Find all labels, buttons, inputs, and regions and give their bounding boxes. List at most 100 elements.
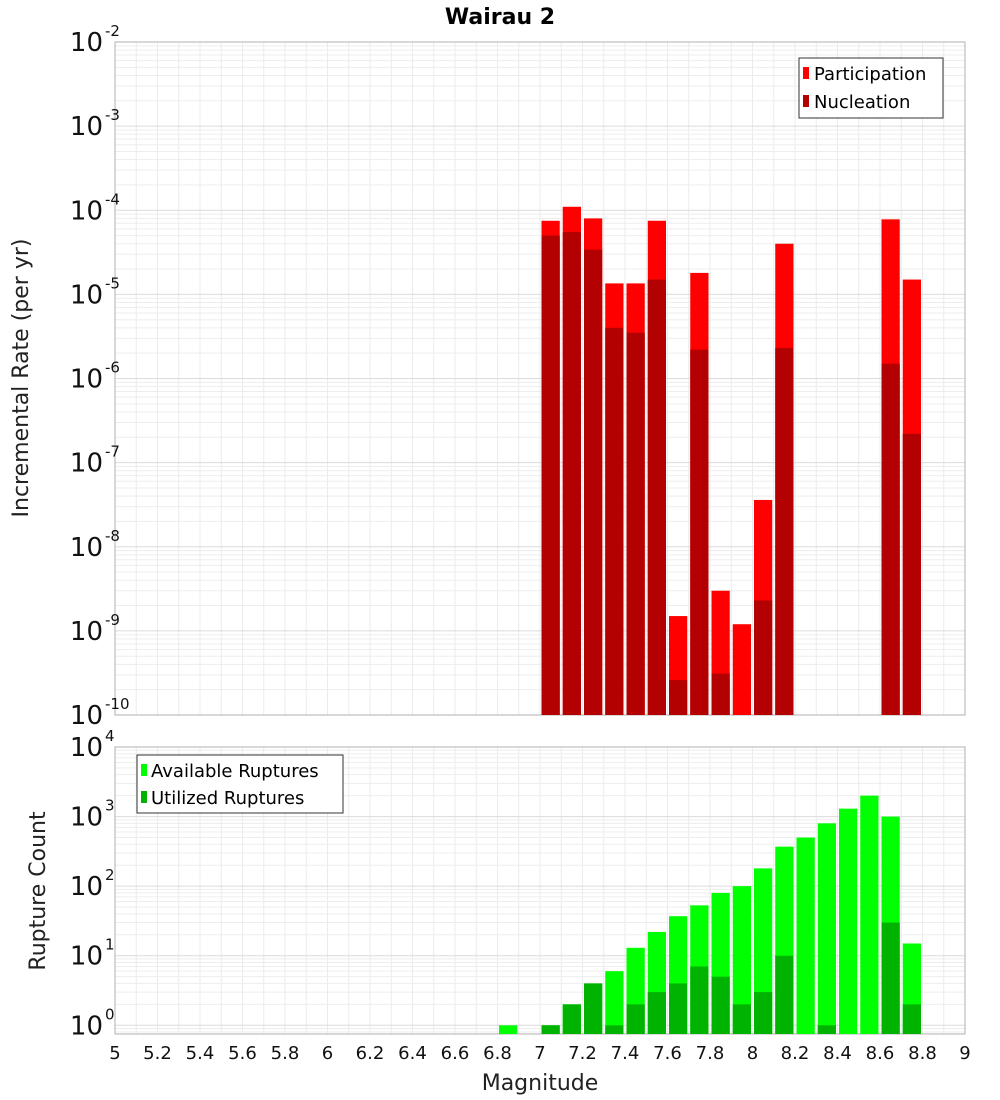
bar-utilized-ruptures bbox=[626, 1004, 645, 1034]
bar-utilized-ruptures bbox=[732, 1004, 751, 1034]
y-tick-exponent: 0 bbox=[105, 1005, 115, 1023]
bottom-plot-frame bbox=[114, 746, 966, 1035]
x-tick-label: 5.2 bbox=[143, 1043, 172, 1064]
legend-label-utilized: Utilized Ruptures bbox=[151, 788, 304, 809]
bar-utilized-ruptures bbox=[584, 983, 603, 1034]
legend-swatch-available bbox=[141, 764, 147, 776]
bar-utilized-ruptures bbox=[775, 955, 794, 1034]
y-tick-exponent: -3 bbox=[105, 106, 120, 124]
x-tick-label: 5.4 bbox=[186, 1043, 215, 1064]
y-tick-label: 10 bbox=[70, 701, 103, 731]
y-tick-label: 10 bbox=[70, 533, 103, 563]
x-tick-label: 8 bbox=[747, 1043, 758, 1064]
bar-available-ruptures bbox=[817, 823, 836, 1034]
y-tick-label: 10 bbox=[70, 1011, 103, 1041]
y-tick-label: 10 bbox=[70, 733, 103, 763]
x-tick-label: 6 bbox=[322, 1043, 333, 1064]
y-tick-label: 10 bbox=[70, 803, 103, 833]
y-tick-exponent: -5 bbox=[105, 274, 120, 292]
bar-nucleation bbox=[775, 348, 794, 715]
bar-nucleation bbox=[626, 332, 645, 715]
x-tick-label: 7.2 bbox=[568, 1043, 597, 1064]
y-tick-exponent: -2 bbox=[105, 22, 120, 40]
bar-nucleation bbox=[754, 600, 773, 715]
y-tick-label: 10 bbox=[70, 449, 103, 479]
bar-nucleation bbox=[605, 327, 624, 715]
y-tick-exponent: 3 bbox=[105, 797, 115, 815]
x-tick-label: 6.6 bbox=[441, 1043, 470, 1064]
x-tick-label: 8.4 bbox=[823, 1043, 852, 1064]
bar-utilized-ruptures bbox=[902, 1004, 921, 1034]
y-tick-exponent: -6 bbox=[105, 359, 120, 377]
y-tick-label: 10 bbox=[70, 196, 103, 226]
bar-utilized-ruptures bbox=[605, 1025, 624, 1034]
legend-swatch-utilized bbox=[141, 791, 147, 803]
bar-available-ruptures bbox=[732, 886, 751, 1034]
y-tick-exponent: 2 bbox=[105, 866, 115, 884]
legend-swatch-participation bbox=[803, 67, 809, 79]
bar-available-ruptures bbox=[605, 971, 624, 1034]
bar-nucleation bbox=[711, 673, 730, 715]
y-tick-exponent: -4 bbox=[105, 190, 120, 208]
bar-utilized-ruptures bbox=[817, 1025, 836, 1034]
legend-label-nucleation: Nucleation bbox=[814, 92, 910, 113]
bar-nucleation bbox=[669, 680, 688, 715]
bottom-bars bbox=[499, 795, 921, 1034]
x-axis-label: Magnitude bbox=[482, 1071, 599, 1096]
x-tick-label: 7.6 bbox=[653, 1043, 682, 1064]
x-tick-label: 7.8 bbox=[696, 1043, 725, 1064]
y-tick-label: 10 bbox=[70, 872, 103, 902]
x-tick-label: 5.8 bbox=[271, 1043, 300, 1064]
bar-nucleation bbox=[562, 232, 581, 716]
y-tick-exponent: -8 bbox=[105, 527, 120, 545]
legend-swatch-nucleation bbox=[803, 95, 809, 107]
x-tick-label: 6.4 bbox=[398, 1043, 427, 1064]
bar-nucleation bbox=[541, 235, 560, 715]
y-tick-exponent: -10 bbox=[105, 695, 130, 713]
y-tick-label: 10 bbox=[70, 942, 103, 972]
bar-nucleation bbox=[902, 433, 921, 715]
top-bars bbox=[541, 206, 921, 716]
top-plot-frame bbox=[114, 41, 966, 716]
y-tick-exponent: 1 bbox=[105, 936, 115, 954]
bar-utilized-ruptures bbox=[711, 976, 730, 1034]
y-tick-label: 10 bbox=[70, 617, 103, 647]
top-y-axis-label: Incremental Rate (per yr) bbox=[9, 239, 34, 518]
bar-available-ruptures bbox=[796, 837, 815, 1034]
bar-utilized-ruptures bbox=[690, 966, 709, 1034]
bar-available-ruptures bbox=[860, 795, 879, 1034]
bar-utilized-ruptures bbox=[881, 922, 900, 1034]
x-ticks: 5 5.2 5.4 5.6 5.8 6 6.2 6.4 6.6 6.8 7 7.2 7.4 7.6 7.8 8… bbox=[109, 1043, 970, 1064]
x-tick-label: 8.6 bbox=[866, 1043, 895, 1064]
bar-utilized-ruptures bbox=[647, 992, 666, 1034]
x-tick-label: 8.2 bbox=[781, 1043, 810, 1064]
top-gridlines bbox=[114, 42, 966, 716]
legend-label-participation: Participation bbox=[814, 64, 926, 85]
bar-available-ruptures bbox=[839, 808, 858, 1034]
top-legend: Participation Nucleation bbox=[798, 57, 944, 119]
x-tick-label: 8.8 bbox=[908, 1043, 937, 1064]
bar-nucleation bbox=[690, 349, 709, 715]
x-tick-label: 6.8 bbox=[483, 1043, 512, 1064]
bottom-legend-box bbox=[136, 754, 344, 814]
y-tick-label: 10 bbox=[70, 280, 103, 310]
bar-utilized-ruptures bbox=[562, 1004, 581, 1034]
x-tick-label: 5.6 bbox=[228, 1043, 257, 1064]
y-tick-exponent: 4 bbox=[105, 727, 115, 745]
bottom-y-axis-label: Rupture Count bbox=[26, 811, 51, 971]
legend-label-available: Available Ruptures bbox=[151, 761, 319, 782]
bar-utilized-ruptures bbox=[541, 1025, 560, 1034]
y-tick-exponent: -9 bbox=[105, 611, 120, 629]
chart-title: Wairau 2 bbox=[445, 5, 555, 30]
x-tick-label: 7 bbox=[534, 1043, 545, 1064]
x-tick-label: 5 bbox=[109, 1043, 120, 1064]
x-tick-label: 6.2 bbox=[356, 1043, 385, 1064]
y-tick-exponent: -7 bbox=[105, 443, 120, 461]
x-tick-label: 7.4 bbox=[611, 1043, 640, 1064]
bar-nucleation bbox=[584, 249, 603, 715]
bar-utilized-ruptures bbox=[754, 992, 773, 1034]
bottom-legend: Available Ruptures Utilized Ruptures bbox=[136, 754, 344, 814]
